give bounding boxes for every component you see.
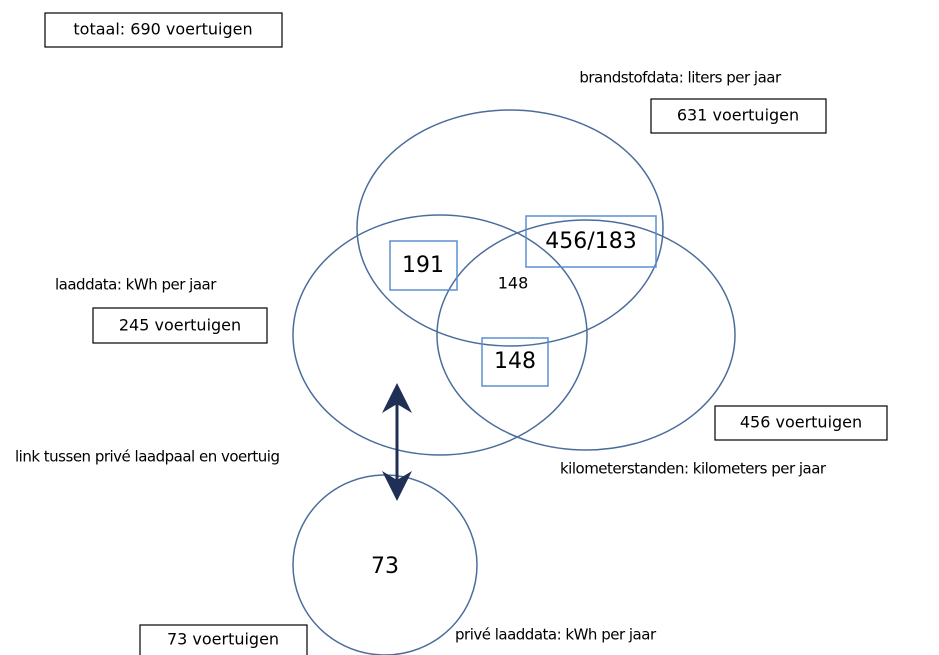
set-label: kilometerstanden: kilometers per jaar [560, 460, 827, 478]
total: totaal: 690 voertuigen [73, 20, 252, 39]
region-value: 73 [371, 554, 399, 579]
count-box [92, 307, 268, 344]
region-box [525, 215, 657, 268]
set-count: 73 voertuigen [167, 630, 279, 649]
count-box [650, 98, 827, 134]
km-circle [436, 219, 736, 451]
count-box [714, 405, 888, 441]
set-count: 631 voertuigen [677, 106, 799, 125]
region-box [389, 240, 458, 291]
set-label: privé laaddata: kWh per jaar [455, 626, 657, 644]
set-label: laaddata: kWh per jaar [55, 276, 217, 294]
charge-circle [292, 214, 588, 456]
region-value: 148 [494, 349, 536, 374]
fuel-circle [356, 109, 664, 347]
set-count: 245 voertuigen [119, 316, 241, 335]
count-box [139, 624, 308, 655]
total-box [44, 12, 283, 48]
region-value: 456/183 [545, 229, 636, 254]
region-value: 148 [498, 274, 529, 293]
region-value: 191 [402, 253, 444, 278]
region-box [481, 337, 549, 387]
link-label: link tussen privé laadpaal en voertuig [15, 448, 280, 466]
set-label: brandstofdata: liters per jaar [579, 69, 782, 87]
set-count: 456 voertuigen [740, 413, 862, 432]
